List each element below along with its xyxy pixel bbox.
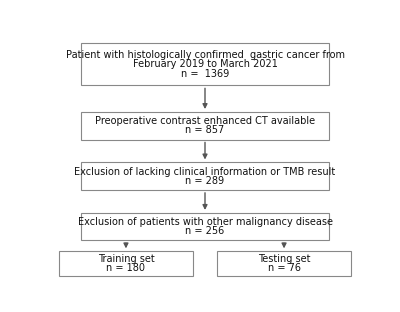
FancyBboxPatch shape: [59, 251, 193, 276]
Text: Testing set: Testing set: [258, 254, 310, 264]
Text: n =  1369: n = 1369: [181, 69, 229, 79]
Text: n = 180: n = 180: [106, 263, 146, 273]
Text: n = 76: n = 76: [268, 263, 300, 273]
Text: Preoperative contrast enhanced CT available: Preoperative contrast enhanced CT availa…: [95, 116, 315, 126]
Text: February 2019 to March 2021: February 2019 to March 2021: [132, 60, 278, 70]
Text: Training set: Training set: [98, 254, 154, 264]
Text: n = 289: n = 289: [186, 176, 224, 186]
Text: n = 256: n = 256: [185, 226, 225, 236]
Text: n = 857: n = 857: [185, 125, 225, 135]
FancyBboxPatch shape: [81, 213, 329, 241]
FancyBboxPatch shape: [218, 251, 351, 276]
FancyBboxPatch shape: [81, 112, 329, 139]
FancyBboxPatch shape: [81, 162, 329, 190]
Text: Exclusion of patients with other malignancy disease: Exclusion of patients with other maligna…: [78, 217, 332, 227]
Text: Patient with histologically confirmed  gastric cancer from: Patient with histologically confirmed ga…: [66, 50, 344, 60]
FancyBboxPatch shape: [81, 43, 329, 85]
Text: Exclusion of lacking clinical information or TMB result: Exclusion of lacking clinical informatio…: [74, 167, 336, 177]
